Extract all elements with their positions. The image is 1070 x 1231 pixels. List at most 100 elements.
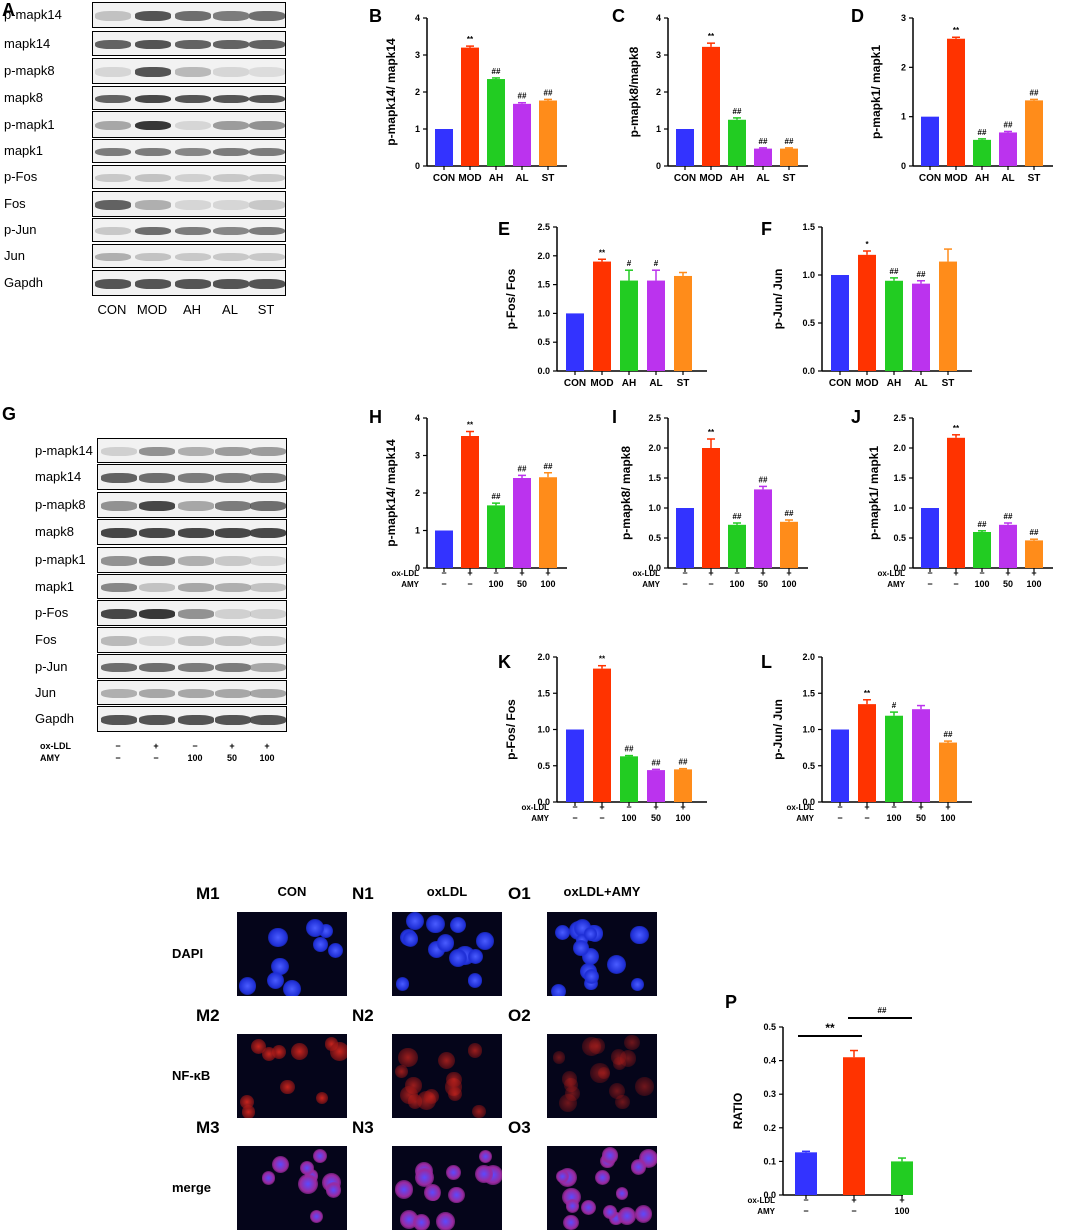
- bar: [858, 254, 876, 371]
- treatment-value: −: [682, 568, 687, 578]
- cell: [424, 1184, 441, 1202]
- y-tick-label: 3: [901, 13, 906, 23]
- cell: [552, 1051, 566, 1065]
- bar: [795, 1152, 817, 1195]
- cell: [402, 931, 418, 947]
- treatment-value: −: [953, 579, 958, 589]
- category-label: MOD: [590, 378, 613, 389]
- blot-a-band: [213, 200, 249, 210]
- treatment-label: ox-LDL: [632, 569, 660, 578]
- treatment-value: +: [864, 802, 869, 812]
- category-label: AH: [887, 378, 901, 389]
- panel-letter-j: J: [851, 407, 862, 427]
- blot-g-band: [215, 447, 251, 456]
- treatment-value: +: [760, 568, 765, 578]
- bar: [728, 524, 746, 568]
- blot-g-band: [139, 473, 175, 483]
- cell: [315, 1091, 329, 1105]
- bar: [780, 148, 798, 166]
- significance-label: ##: [492, 67, 501, 76]
- treatment-value: +: [953, 568, 958, 578]
- chart-d: 0 1 2 3 p-mapk1/ mapk1 CON ** MOD ## AH ## AL ## ST: [869, 13, 1053, 184]
- y-axis-label: RATIO: [731, 1093, 745, 1129]
- cell: [563, 1214, 579, 1230]
- bar: [487, 505, 505, 568]
- bar: [831, 729, 849, 802]
- chart-j: 0.00.51.01.52.02.5p-mapk1/ mapk1−−**+−##…: [867, 413, 1053, 589]
- blot-a-row-label: Gapdh: [4, 275, 44, 290]
- cell: [561, 1071, 578, 1087]
- cell: [602, 1204, 617, 1219]
- microscopy-panel-code: M3: [196, 1118, 220, 1137]
- blot-g-band: [215, 636, 251, 646]
- cell: [239, 1094, 255, 1110]
- bar: [780, 521, 798, 568]
- category-label: MOD: [699, 173, 722, 184]
- category-label: AH: [489, 173, 503, 184]
- bar: [831, 275, 849, 371]
- treatment-value: +: [653, 802, 658, 812]
- significance-label: ##: [785, 137, 794, 146]
- blot-a-band: [175, 252, 211, 262]
- category-label: MOD: [855, 378, 878, 389]
- significance-label: ##: [518, 464, 527, 473]
- bar: [435, 129, 453, 166]
- cell: [608, 1083, 625, 1100]
- blot-a-strip: [92, 111, 286, 138]
- cell: [631, 978, 645, 991]
- blot-g-band: [178, 609, 214, 619]
- significance-label: ##: [1004, 120, 1013, 129]
- microscopy-image: [237, 1034, 347, 1118]
- blot-g-band: [250, 636, 286, 646]
- bar: [647, 770, 665, 802]
- treatment-label: AMY: [757, 1207, 775, 1216]
- blot-a-strip: [92, 31, 286, 56]
- y-tick-label: 3: [656, 50, 661, 60]
- chart-i: 0.00.51.01.52.02.5p-mapk8/ mapk8−−**+−##…: [619, 413, 808, 589]
- blot-g-treat-value: −: [115, 753, 121, 763]
- blot-g-band: [178, 447, 214, 456]
- y-axis-label: p-Jun/ Jun: [771, 699, 785, 760]
- blot-a-row-label: p-Jun: [4, 222, 37, 237]
- cell: [299, 1160, 315, 1176]
- category-label: MOD: [458, 173, 481, 184]
- treatment-value: 100: [781, 579, 796, 589]
- cell: [399, 1085, 418, 1104]
- microscopy-image: [547, 1034, 657, 1118]
- blot-g-band: [250, 689, 286, 698]
- y-tick-label: 0.3: [763, 1089, 776, 1099]
- panel-letter-p: P: [725, 992, 738, 1012]
- cell: [297, 1173, 318, 1194]
- blot-g-treat-label: AMY: [40, 753, 60, 763]
- bar: [843, 1057, 865, 1195]
- microscopy-image: [392, 912, 502, 996]
- panel-letter-l: L: [761, 652, 772, 672]
- y-tick-label: 0.1: [763, 1156, 776, 1166]
- blot-g-band: [178, 636, 214, 646]
- treatment-value: 50: [758, 579, 768, 589]
- treatment-value: +: [945, 802, 950, 812]
- category-label: CON: [829, 378, 851, 389]
- blot-a-band: [175, 226, 211, 236]
- chart-e: 0.0 0.5 1.0 1.5 2.0 2.5 p-Fos/ Fos CON ** MOD # AH #…: [504, 222, 707, 389]
- blot-g-band: [101, 583, 137, 592]
- cell: [313, 937, 328, 952]
- y-tick-label: 1.5: [537, 280, 550, 290]
- cell: [436, 1212, 455, 1230]
- bar: [947, 437, 965, 568]
- blot-g-band: [101, 663, 137, 672]
- bar: [487, 79, 505, 166]
- blot-g-band: [101, 447, 137, 456]
- blot-a-band: [249, 40, 285, 49]
- category-label: AL: [914, 378, 927, 389]
- blot-a-band: [135, 173, 171, 183]
- significance-label: #: [627, 259, 632, 268]
- treatment-value: +: [786, 568, 791, 578]
- blot-g-band: [215, 689, 251, 698]
- cell: [395, 977, 409, 991]
- blot-g-row-label: p-mapk14: [35, 442, 93, 458]
- cell: [271, 1155, 290, 1173]
- treatment-value: −: [441, 568, 446, 578]
